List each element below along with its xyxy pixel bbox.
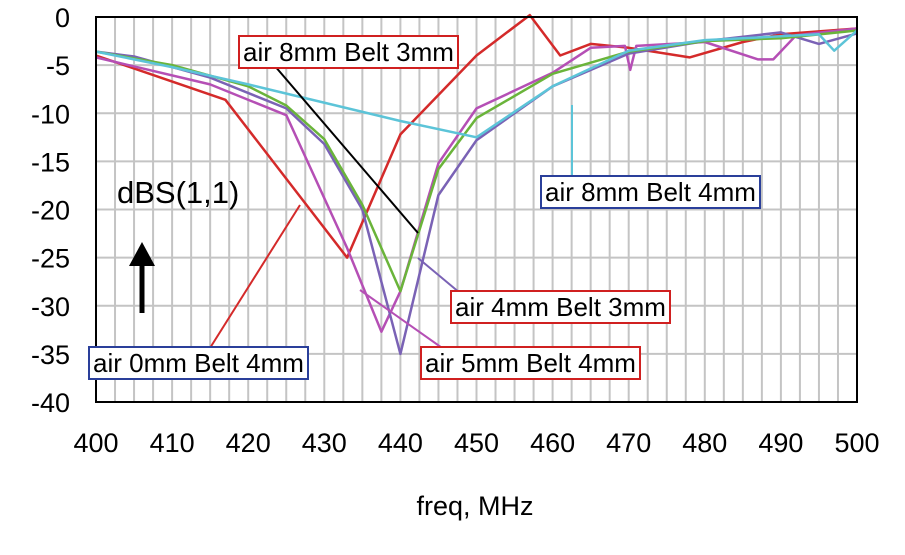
x-tick-label: 420 (226, 428, 271, 458)
y-tick-label: -20 (31, 196, 70, 226)
x-tick-labels: 400 410 420 430 440 450 460 470 480 490 500 (73, 428, 879, 458)
x-tick-label: 400 (73, 428, 118, 458)
series-lines (95, 13, 858, 356)
series-line-air-4mm-belt-3mm (95, 31, 858, 356)
callout-air-5mm-belt-4mm: air 5mm Belt 4mm (420, 346, 641, 380)
leader-air-0mm-belt-4mm (209, 204, 301, 349)
y-tick-label: -25 (31, 244, 70, 274)
leader-air-5mm-belt-4mm (359, 289, 446, 351)
y-tick-label: -15 (31, 147, 70, 177)
y-tick-labels: 0 -5 -10 -15 -20 -25 -30 -35 -40 (31, 3, 70, 418)
callout-air-0mm-belt-4mm: air 0mm Belt 4mm (88, 346, 309, 380)
y-tick-label: -40 (31, 388, 70, 418)
callout-air-8mm-belt-3mm: air 8mm Belt 3mm (238, 35, 459, 69)
callout-leader-lines (209, 57, 573, 351)
x-tick-label: 480 (682, 428, 727, 458)
x-tick-label: 440 (378, 428, 423, 458)
x-tick-label: 500 (834, 428, 879, 458)
callout-air-8mm-belt-4mm: air 8mm Belt 4mm (540, 175, 761, 209)
y-tick-label: -35 (31, 340, 70, 370)
y-tick-label: -5 (46, 51, 70, 81)
x-tick-label: 490 (758, 428, 803, 458)
series-line-air-0mm-belt-4mm (95, 13, 858, 259)
series-line-air-5mm-belt-4mm (95, 27, 858, 333)
y-tick-label: 0 (55, 3, 70, 33)
x-tick-label: 450 (454, 428, 499, 458)
y-tick-label: -10 (31, 99, 70, 129)
x-tick-label: 470 (606, 428, 651, 458)
leader-air-8mm-belt-3mm (267, 57, 419, 234)
x-tick-label: 430 (302, 428, 347, 458)
x-axis-label: freq, MHz (416, 491, 533, 521)
callout-air-4mm-belt-3mm: air 4mm Belt 3mm (450, 290, 671, 324)
x-tick-label: 460 (530, 428, 575, 458)
y-tick-label: -30 (31, 292, 70, 322)
x-tick-label: 410 (150, 428, 195, 458)
plot-frame (95, 16, 858, 403)
series-line-air-8mm-belt-4mm (95, 29, 858, 139)
up-arrow-icon (129, 242, 155, 313)
y-axis-label: dBS(1,1) (117, 175, 239, 210)
